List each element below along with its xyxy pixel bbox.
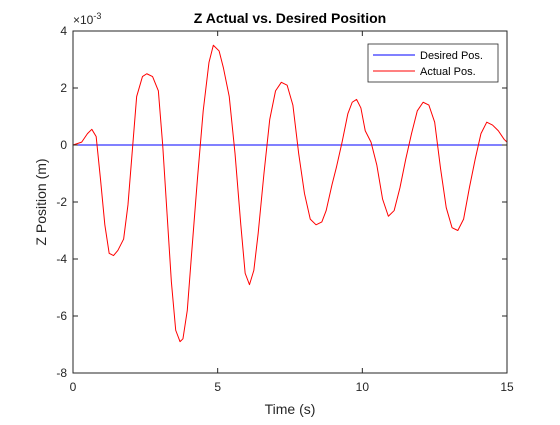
x-axis-label: Time (s): [265, 401, 316, 417]
y-axis-label: Z Position (m): [33, 158, 49, 245]
y-tick-label-6: 4: [60, 24, 67, 38]
legend-label-1: Actual Pos.: [420, 66, 476, 78]
y-tick-label-5: 2: [60, 81, 67, 95]
x-tick-label-1: 5: [214, 380, 221, 394]
y-tick-label-1: -6: [56, 309, 67, 323]
y-exponent-power: -3: [93, 11, 101, 21]
y-exponent-base: ×10: [73, 13, 94, 27]
x-tick-label-2: 10: [356, 380, 370, 394]
x-tick-label-3: 15: [500, 380, 514, 394]
chart-title: Z Actual vs. Desired Position: [194, 10, 386, 26]
y-tick-label-0: -8: [56, 366, 67, 380]
legend-box: [367, 43, 499, 83]
series-line-1: [72, 44, 508, 343]
x-tick-label-0: 0: [70, 380, 77, 394]
y-tick-label-4: 0: [60, 138, 67, 152]
y-tick-label-2: -4: [56, 252, 67, 266]
legend-label-0: Desired Pos.: [420, 50, 483, 62]
y-exponent-label: ×10-3: [73, 11, 101, 27]
y-tick-label-3: -2: [56, 195, 67, 209]
plot-background: [73, 31, 507, 373]
